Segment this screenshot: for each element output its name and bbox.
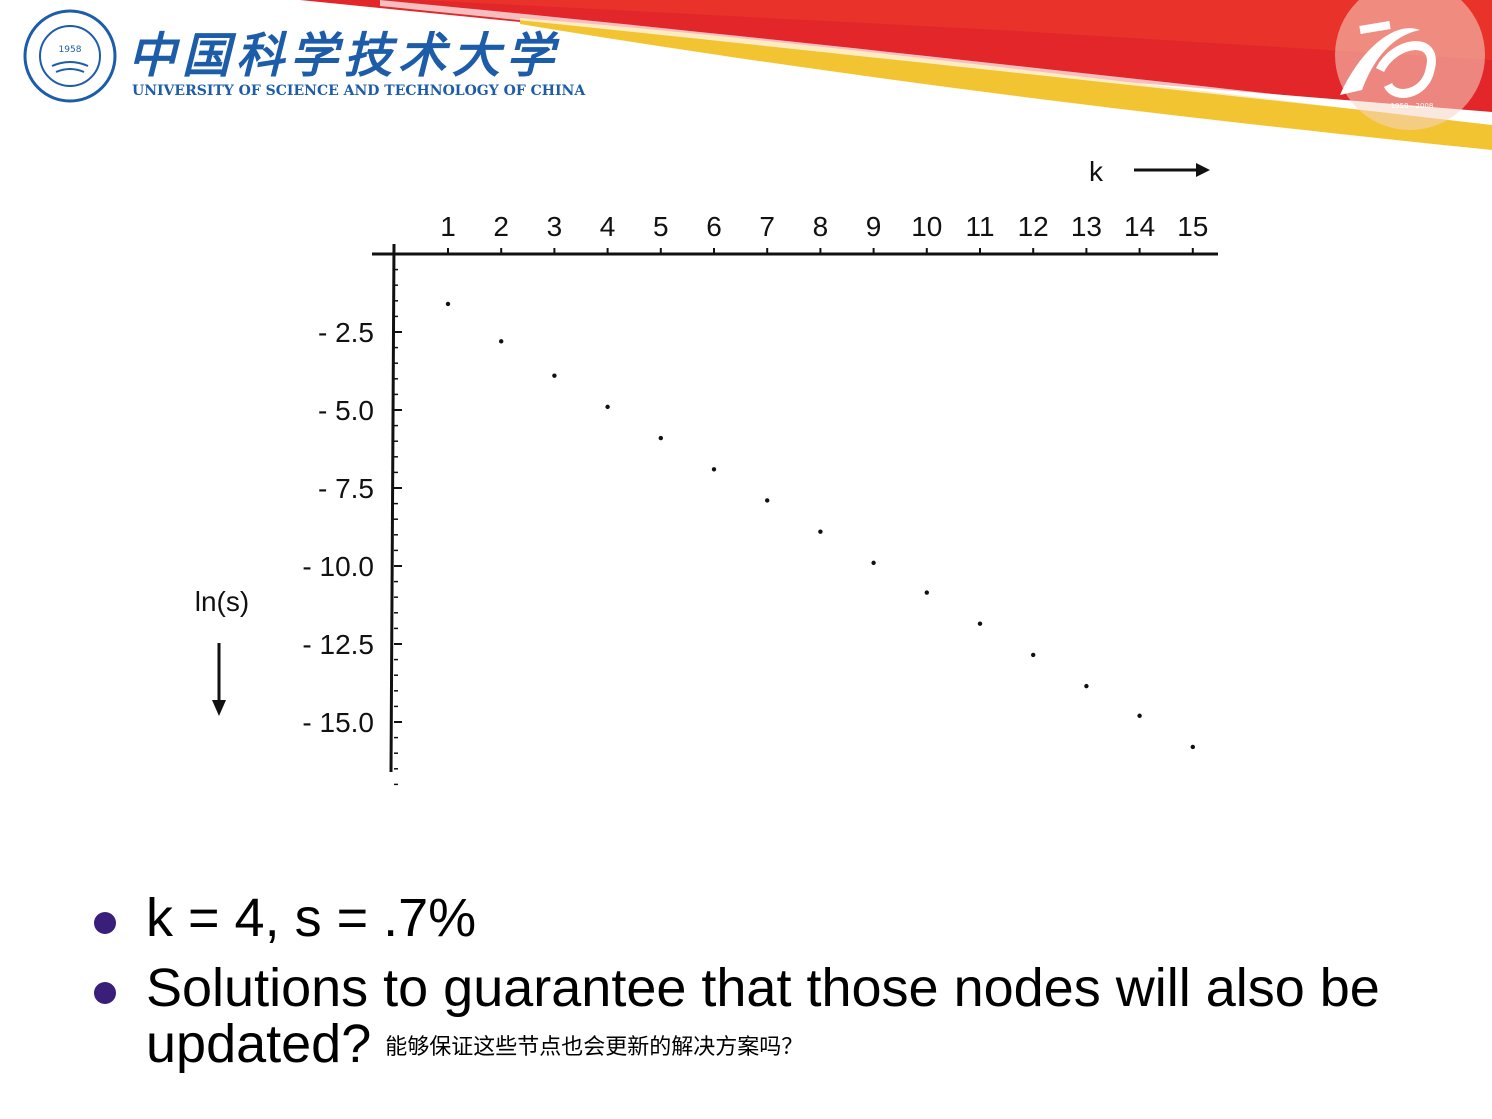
seal-year: 1958 — [59, 45, 82, 55]
anniversary-emblem-icon: 1958—2008 — [1335, 0, 1485, 130]
x-axis-arrow-icon — [1134, 163, 1210, 177]
x-axis-ticks: 1 2 3 4 5 6 7 8 9 10 11 12 13 14 15 — [440, 211, 1208, 254]
data-point — [1137, 713, 1142, 718]
university-name-cn: 中国科学技术大学 — [128, 28, 561, 84]
x-tick-label: 1 — [440, 211, 456, 242]
x-tick-label: 13 — [1071, 211, 1102, 242]
x-tick-label: 2 — [493, 211, 509, 242]
x-tick-label: 11 — [965, 211, 994, 242]
data-point — [1084, 683, 1089, 689]
y-axis-line — [389, 243, 396, 773]
x-tick-label: 10 — [911, 211, 942, 242]
data-point — [977, 621, 983, 626]
y-tick-label: - 12.5 — [302, 629, 374, 660]
bullet-item: Solutions to guarantee that those nodes … — [90, 960, 1470, 1076]
x-tick-label: 3 — [547, 211, 563, 242]
x-tick-label: 12 — [1018, 211, 1049, 242]
university-seal-icon: 1958 — [23, 9, 117, 103]
y-tick-label: - 15.0 — [302, 707, 374, 738]
y-tick-label: - 10.0 — [302, 551, 374, 582]
bullet-list: k = 4, s = .7% Solutions to guarantee th… — [90, 890, 1470, 1090]
chinese-note: 能够保证这些节点也会更新的解决方案吗？ — [385, 1034, 804, 1060]
data-point — [658, 435, 663, 441]
bullet-dot-icon — [94, 982, 116, 1004]
university-name-en: UNIVERSITY OF SCIENCE AND TECHNOLOGY OF … — [132, 83, 586, 99]
ln-s-vs-k-chart: 1 2 3 4 5 6 7 8 9 10 11 12 13 14 15 - 2.5- 5.0- 7.5- 1… — [195, 156, 1218, 786]
x-tick-label: 8 — [813, 211, 829, 242]
data-point — [1190, 744, 1196, 750]
y-axis-label: ln(s) — [195, 586, 249, 617]
y-axis-arrow-icon — [212, 643, 226, 716]
x-tick-label: 14 — [1124, 211, 1155, 242]
x-tick-label: 6 — [706, 211, 722, 242]
data-point — [818, 529, 823, 534]
header-ribbon — [300, 0, 1492, 150]
bullet-dot-icon — [94, 912, 116, 934]
x-tick-label: 7 — [759, 211, 775, 242]
bullet-item: k = 4, s = .7% — [90, 890, 1470, 946]
anniversary-years: 1958—2008 — [1391, 102, 1434, 110]
x-tick-label: 5 — [653, 211, 669, 242]
y-axis-ticks: - 2.5 - 5.0 - 7.5 - 10.0 - 12.5 - 15.0 — [302, 317, 402, 738]
slide-header: 1958 中国科学技术大学 UNIVERSITY OF SCIENCE AND … — [0, 0, 1492, 160]
bullet-text: k = 4, s = .7% — [146, 888, 477, 948]
data-point — [552, 373, 557, 378]
data-point — [1031, 652, 1036, 658]
data-point — [711, 467, 717, 472]
data-point — [499, 339, 504, 344]
chart-axes — [372, 243, 1218, 786]
x-tick-label: 4 — [600, 211, 616, 242]
data-point — [605, 404, 610, 410]
x-tick-label: 15 — [1177, 211, 1208, 242]
data-point — [765, 498, 770, 503]
x-tick-label: 9 — [866, 211, 882, 242]
data-points — [445, 301, 1196, 750]
y-tick-label: - 7.5 — [318, 473, 374, 504]
data-point — [924, 590, 929, 595]
y-tick-label: - 5.0 — [318, 395, 374, 426]
data-point — [871, 560, 876, 566]
data-point — [445, 301, 451, 307]
y-tick-label: - 2.5 — [318, 317, 374, 348]
bullet-text: Solutions to guarantee that those nodes … — [146, 958, 1380, 1074]
x-axis-label: k — [1089, 156, 1104, 187]
